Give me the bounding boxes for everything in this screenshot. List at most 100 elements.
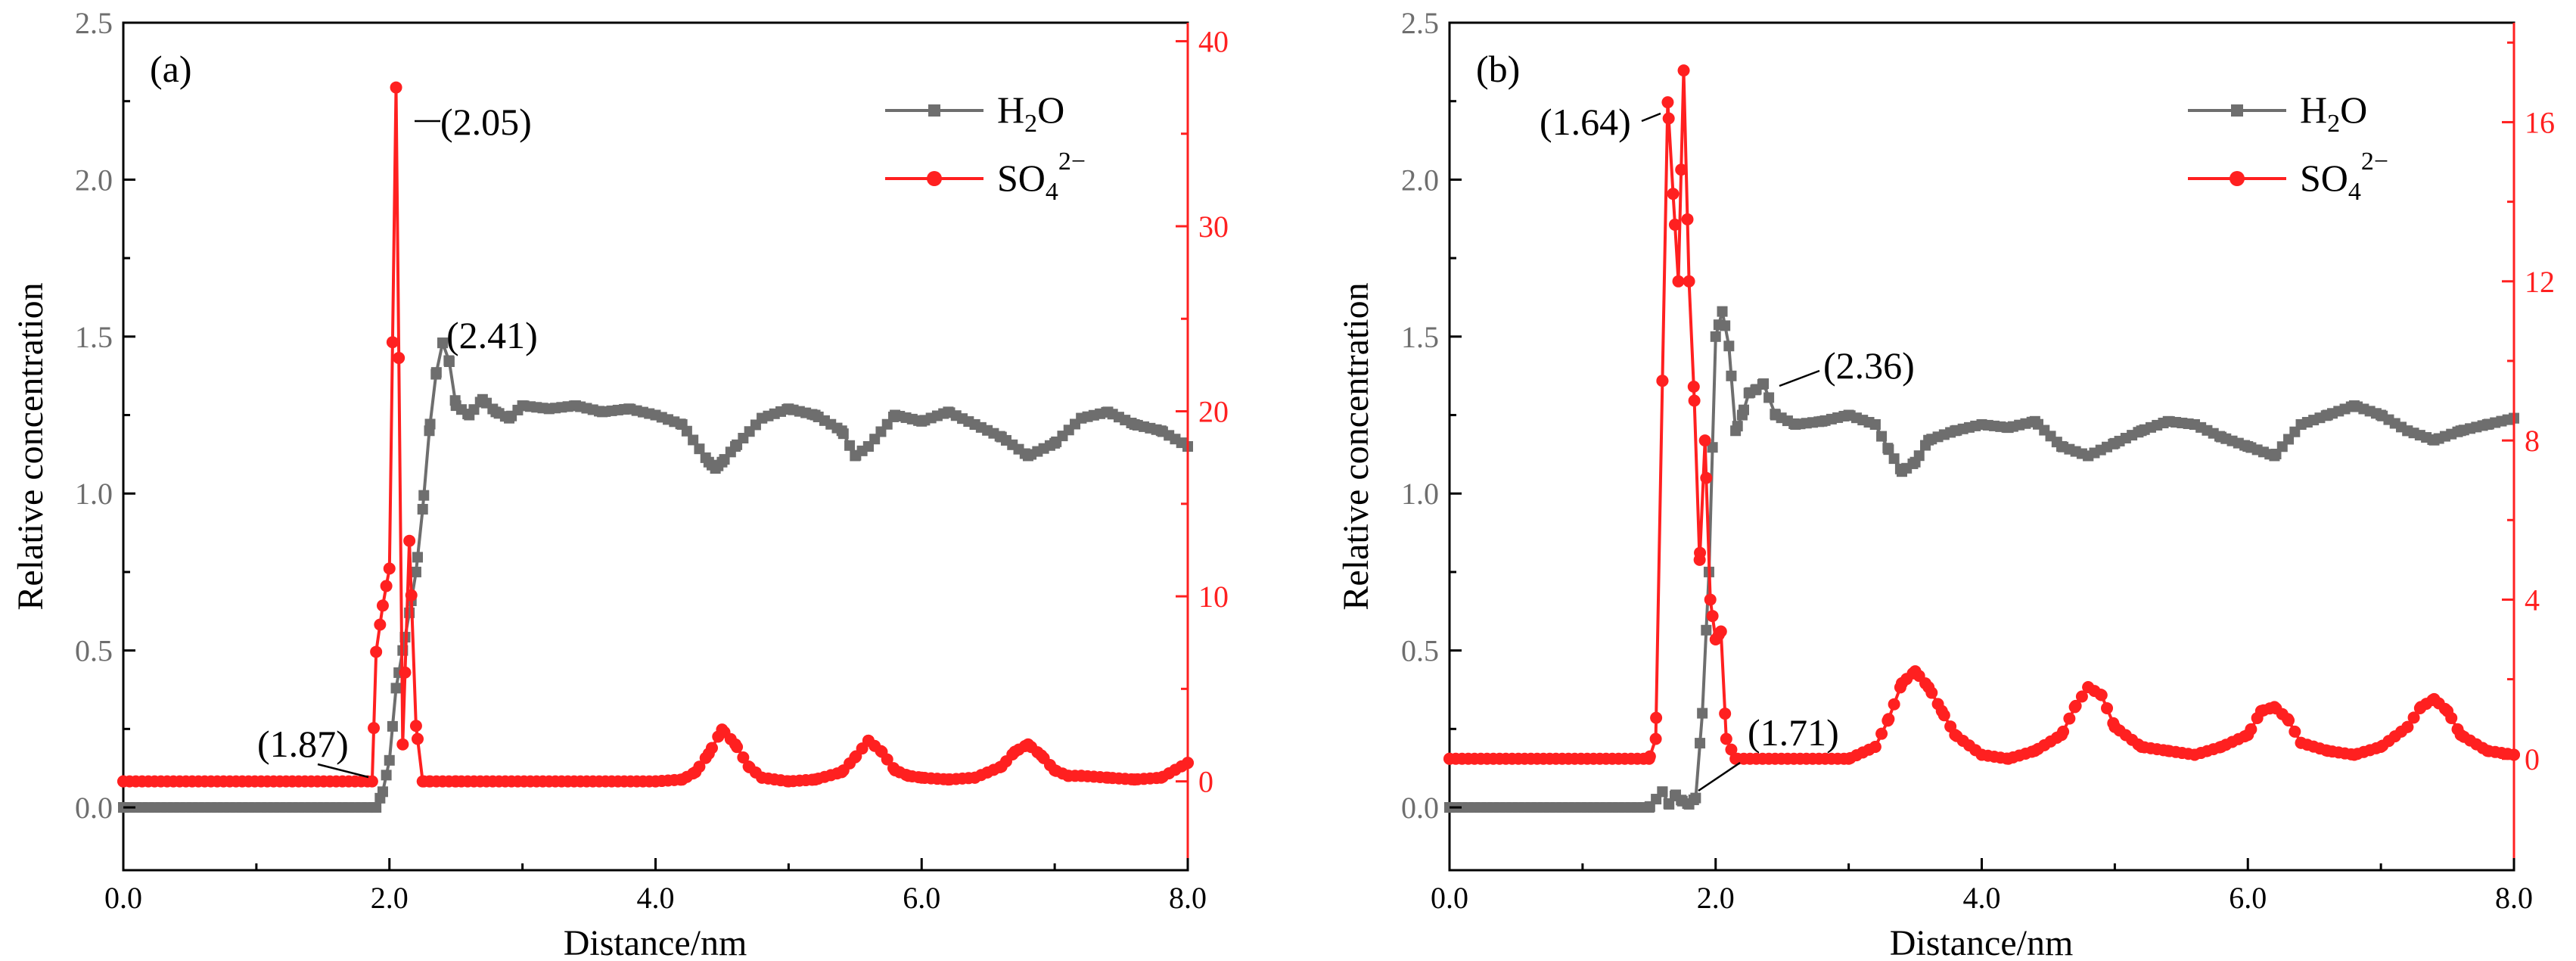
x-tick-label: 6.0 — [903, 881, 940, 915]
so4-point — [1700, 471, 1713, 484]
y-left-tick-label: 0.0 — [1401, 791, 1439, 825]
h2o-point — [1726, 370, 1737, 381]
annotation-1.71-leader — [1698, 761, 1741, 792]
so4-point — [705, 742, 718, 754]
y-left-tick-label: 0.5 — [1401, 634, 1439, 668]
so4-point — [2075, 690, 2088, 703]
h2o-point — [1717, 306, 1728, 317]
h2o-point — [1738, 404, 1749, 415]
x-tick-label: 4.0 — [637, 881, 675, 915]
h2o-point — [837, 428, 849, 440]
h2o-point — [688, 434, 699, 446]
y-left-tick-label: 2.0 — [1401, 163, 1439, 197]
series-h2o-line — [1450, 311, 2515, 809]
so4-point — [1687, 380, 1700, 393]
so4-point — [390, 81, 402, 94]
legend: H2O SO42− — [2188, 89, 2388, 206]
h2o-point — [1883, 444, 1894, 456]
panel-b: 0.0 2.0 4.0 6.0 8.0 0.0 0.5 1.0 1.5 2.0 2.5 0 4 8 12 16… — [1336, 6, 2555, 961]
legend-h2o-label: H2O — [2300, 89, 2367, 138]
so4-point — [2282, 714, 2295, 727]
so4-point — [1888, 698, 1900, 711]
so4-point — [2245, 723, 2257, 736]
so4-point — [1650, 711, 1663, 724]
so4-point — [2445, 711, 2458, 724]
so4-point — [881, 753, 893, 766]
so4-point — [370, 645, 383, 658]
so4-point — [2407, 711, 2420, 724]
so4-point — [2101, 701, 2114, 714]
y-right-tick-label: 0 — [2525, 742, 2540, 776]
so4-point — [1937, 709, 1950, 722]
h2o-point — [430, 367, 442, 378]
so4-point — [1681, 213, 1694, 225]
h2o-point — [371, 802, 382, 813]
so4-point — [1675, 163, 1688, 176]
so4-point — [2069, 699, 2082, 712]
so4-point — [1882, 713, 1895, 726]
h2o-point — [387, 720, 398, 732]
h2o-point — [384, 754, 395, 766]
panel-label: (a) — [150, 48, 192, 90]
h2o-point — [377, 786, 388, 798]
x-axis-title: Distance/nm — [1890, 923, 2074, 961]
so4-point — [1662, 112, 1675, 125]
so4-point — [409, 720, 422, 732]
h2o-point — [844, 440, 856, 451]
so4-point — [1875, 727, 1888, 740]
so4-point — [1656, 375, 1669, 387]
y-left-tick-label: 2.5 — [1401, 6, 1439, 40]
y-left-tick-label: 0.5 — [75, 634, 113, 668]
so4-point — [1688, 394, 1701, 407]
y-left-tick-label: 1.5 — [1401, 320, 1439, 354]
so4-point — [411, 732, 424, 745]
y-right-tick-label: 8 — [2525, 424, 2540, 458]
y-left-tick-label: 2.0 — [75, 163, 113, 197]
y-axis-title: Relative concentration — [11, 282, 51, 610]
h2o-point — [418, 490, 430, 501]
so4-point — [399, 666, 412, 679]
h2o-point — [1710, 331, 1721, 342]
so4-point — [2289, 725, 2301, 738]
annotation-1.64-leader — [1641, 112, 1661, 123]
h2o-point — [1876, 431, 1888, 442]
y-right-tick-label: 0 — [1198, 765, 1213, 799]
y-right-tick-label: 20 — [1198, 395, 1229, 429]
annotation-1.71: (1.71) — [1748, 711, 1839, 754]
so4-point — [1661, 96, 1674, 109]
so4-point — [1925, 686, 1938, 699]
so4-point — [693, 760, 706, 773]
h2o-point — [681, 425, 692, 437]
y-right-tick-label: 10 — [1198, 580, 1229, 614]
y-right-tick-label: 40 — [1198, 24, 1229, 58]
h2o-point — [1732, 421, 1743, 432]
legend-h2o-marker — [928, 104, 940, 117]
so4-point — [731, 741, 744, 754]
legend: H2O SO42− — [885, 89, 1086, 206]
h2o-point — [437, 337, 449, 349]
h2o-point — [381, 770, 392, 781]
h2o-point — [1763, 392, 1775, 403]
x-tick-label: 8.0 — [1169, 881, 1207, 915]
h2o-point — [390, 683, 402, 694]
so4-point — [2401, 720, 2414, 733]
so4-point — [405, 589, 418, 602]
so4-point — [1720, 732, 1732, 745]
h2o-point — [1720, 320, 1731, 331]
so4-point — [1649, 732, 1662, 745]
so4-point — [368, 722, 381, 735]
y-right-tick-label: 16 — [2525, 105, 2555, 139]
legend-so4-label: SO42− — [997, 148, 1086, 206]
h2o-point — [1690, 792, 1701, 804]
plot-frame — [1448, 21, 2515, 872]
h2o-point — [412, 552, 423, 563]
annotation-2.41: (2.41) — [446, 314, 538, 356]
so4-point — [1667, 188, 1680, 201]
legend-h2o-label: H2O — [997, 89, 1064, 138]
y-left-tick-label: 2.5 — [75, 6, 113, 40]
h2o-point — [1913, 450, 1925, 462]
h2o-point — [417, 503, 428, 515]
h2o-point — [1869, 418, 1881, 430]
y-axis-title: Relative concentration — [1336, 282, 1376, 610]
